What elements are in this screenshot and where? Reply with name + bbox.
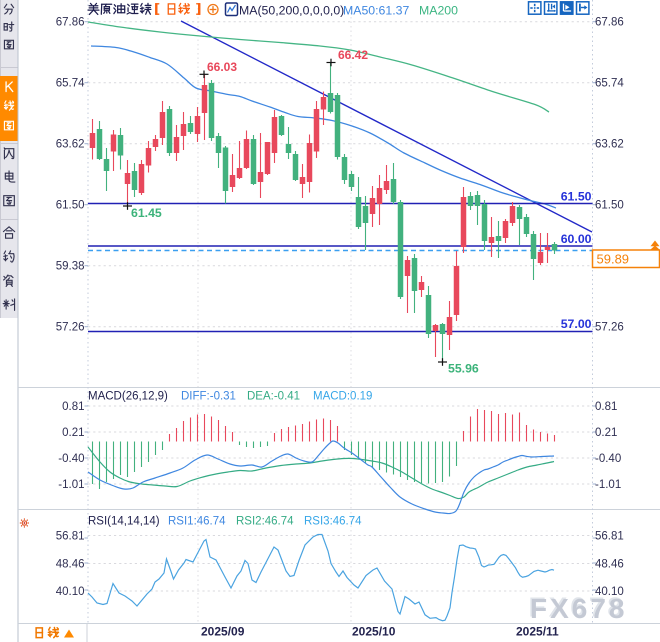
svg-text:59.89: 59.89 [597, 252, 630, 267]
svg-text:61.50: 61.50 [595, 200, 624, 212]
svg-text:66.03: 66.03 [207, 60, 237, 74]
svg-text:57.26: 57.26 [56, 322, 85, 334]
svg-text:DEA:-0.41: DEA:-0.41 [247, 391, 300, 403]
svg-text:67.86: 67.86 [595, 17, 624, 29]
svg-text:-0.40: -0.40 [58, 453, 84, 465]
svg-text:59.38: 59.38 [56, 261, 85, 273]
svg-text:0.21: 0.21 [62, 427, 84, 439]
svg-text:0.21: 0.21 [595, 427, 617, 439]
svg-text:RSI2:46.74: RSI2:46.74 [236, 516, 294, 528]
svg-text:40.10: 40.10 [595, 586, 624, 598]
svg-text:0.81: 0.81 [62, 401, 84, 413]
svg-text:MACD(26,12,9): MACD(26,12,9) [88, 391, 168, 403]
svg-text:56.81: 56.81 [595, 531, 624, 543]
svg-text:FX678: FX678 [529, 592, 627, 623]
svg-text:-1.01: -1.01 [595, 479, 621, 491]
svg-text:48.46: 48.46 [595, 559, 624, 571]
svg-text:-1.01: -1.01 [58, 479, 84, 491]
svg-text:2025/09: 2025/09 [201, 625, 245, 639]
svg-text:MA(50,200,0,0,0,0): MA(50,200,0,0,0,0) [239, 4, 344, 18]
svg-text:MA50:61.37: MA50:61.37 [343, 4, 409, 18]
svg-text:61.50: 61.50 [561, 190, 592, 204]
svg-text:RSI1:46.74: RSI1:46.74 [168, 516, 226, 528]
svg-text:56.81: 56.81 [56, 531, 85, 543]
svg-text:FX678: FX678 [530, 593, 628, 624]
svg-text:55.96: 55.96 [448, 362, 479, 376]
svg-text:RSI(14,14,14): RSI(14,14,14) [88, 516, 160, 528]
svg-text:0.81: 0.81 [595, 401, 617, 413]
svg-text:65.74: 65.74 [56, 78, 85, 90]
svg-text:40.10: 40.10 [56, 586, 85, 598]
svg-text:2025/11: 2025/11 [516, 625, 559, 639]
svg-text:61.50: 61.50 [56, 200, 85, 212]
svg-text:67.86: 67.86 [56, 17, 85, 29]
svg-text:-0.40: -0.40 [595, 453, 621, 465]
svg-text:RSI3:46.74: RSI3:46.74 [304, 516, 362, 528]
svg-text:57.00: 57.00 [561, 317, 592, 331]
svg-text:60.00: 60.00 [561, 232, 592, 246]
svg-text:MA200: MA200 [419, 4, 458, 18]
svg-text:61.45: 61.45 [131, 206, 162, 220]
svg-text:48.46: 48.46 [56, 559, 85, 571]
svg-text:63.62: 63.62 [595, 139, 624, 151]
svg-text:65.74: 65.74 [595, 78, 624, 90]
svg-text:2025/10: 2025/10 [352, 625, 396, 639]
svg-text:MACD:0.19: MACD:0.19 [313, 391, 372, 403]
svg-text:63.62: 63.62 [56, 139, 85, 151]
svg-text:57.26: 57.26 [595, 322, 624, 334]
svg-text:66.42: 66.42 [338, 48, 368, 62]
svg-text:DIFF:-0.31: DIFF:-0.31 [181, 391, 236, 403]
